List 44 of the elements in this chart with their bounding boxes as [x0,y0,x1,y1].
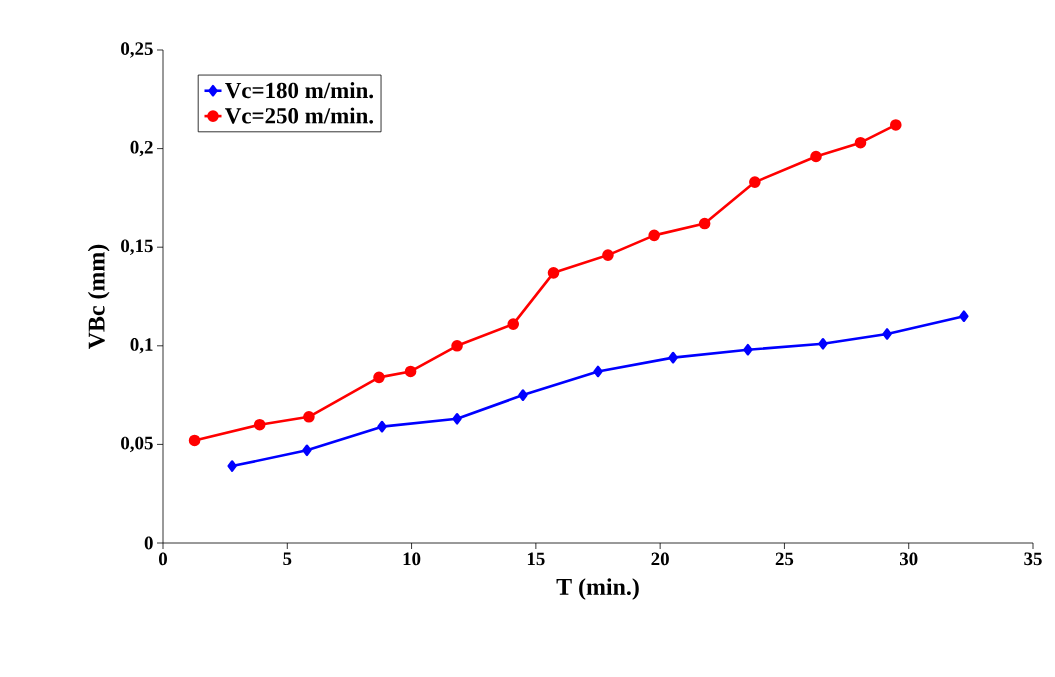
point [593,365,603,378]
point [302,444,312,457]
point [854,136,867,149]
point [227,460,237,472]
point [602,249,614,261]
point [743,343,753,356]
y-tick-label: 0,1 [130,338,153,354]
point [404,365,417,378]
point [959,310,969,323]
x-tick-label: 10 [403,552,421,566]
y-tick-label: 0,05 [121,436,153,453]
point [749,176,761,188]
point [547,267,560,279]
point [507,318,520,330]
x-tick-label: 0 [158,552,167,566]
x-tick-label: 35 [1024,552,1042,566]
legend-label: Vc=250 m/min. [225,107,374,124]
point [668,351,678,364]
y-axis-title: VBc (mm) [87,244,110,350]
point [818,338,828,350]
legend-label: Vc=180 m/min. [225,82,374,99]
point [882,328,892,340]
x-tick-label: 20 [651,552,669,566]
y-tick-label: 0,2 [130,140,153,157]
point [303,410,315,423]
point [377,420,387,433]
point [451,340,463,352]
point [373,371,385,384]
x-axis-title: T (min.) [556,578,639,600]
x-tick-label: 5 [283,552,292,566]
point [648,229,660,242]
y-tick-label: 0 [144,536,153,550]
y-tick-label: 0,15 [121,239,153,255]
point [890,119,902,131]
point [253,418,266,431]
point [452,412,462,425]
x-tick-label: 15 [527,552,545,566]
point [698,217,711,230]
point [810,150,822,163]
point [188,434,201,447]
point [518,389,528,401]
x-tick-label: 25 [775,552,794,566]
x-tick-label: 30 [899,552,918,566]
y-tick-label: 0,25 [121,42,153,58]
